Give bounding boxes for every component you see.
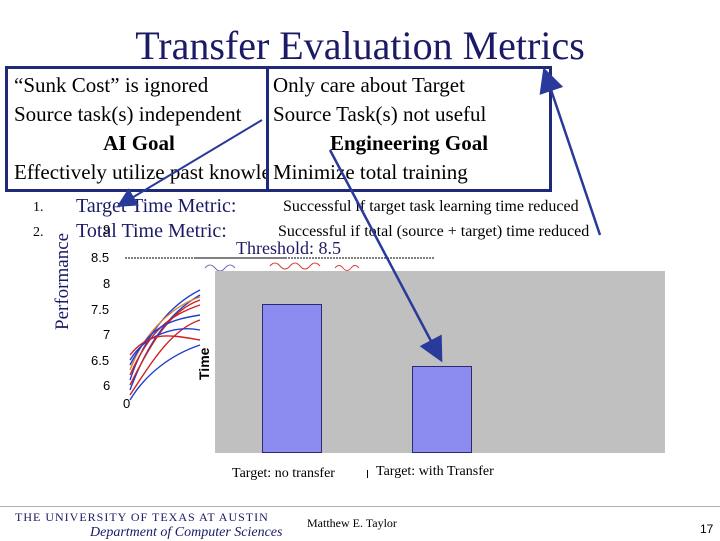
- engineering-goal-box: Only care about Target Source Task(s) no…: [266, 66, 552, 192]
- metric-1-number: 1.: [33, 200, 44, 215]
- y-tick-label: 6.5: [91, 353, 110, 368]
- metric-2-number: 2.: [33, 225, 44, 240]
- y-tick-label: 9: [103, 222, 111, 237]
- learning-curves: [129, 289, 201, 401]
- threshold-squiggle: [334, 265, 360, 271]
- university-logo: THE UNIVERSITY OF TEXAS AT AUSTIN Depart…: [15, 510, 283, 541]
- ai-goal-description: Effectively utilize past knowledge: [14, 160, 273, 184]
- x-label-with-transfer: Target: with Transfer: [376, 464, 494, 479]
- only-target-text: Only care about Target: [273, 73, 465, 97]
- metric-2-name: Total Time Metric:: [76, 220, 227, 242]
- bar-with-transfer: [412, 366, 472, 453]
- x-zero-tick: 0: [123, 396, 131, 411]
- metric-1-name: Target Time Metric:: [76, 195, 237, 217]
- sunk-cost-text: “Sunk Cost” is ignored: [14, 73, 209, 97]
- engineering-goal-description: Minimize total training: [273, 160, 468, 184]
- x-axis-tick-mark: [367, 470, 368, 478]
- performance-axis-label: Performance: [52, 232, 73, 330]
- source-not-useful-text: Source Task(s) not useful: [273, 102, 487, 126]
- learning-curve: [129, 314, 201, 366]
- learning-curve: [129, 328, 201, 361]
- y-tick-label: 7: [103, 327, 111, 342]
- source-independent-text: Source task(s) independent: [14, 102, 242, 126]
- department-name: Department of Computer Sciences: [90, 525, 283, 540]
- learning-curve: [129, 299, 201, 386]
- ai-goal-box: “Sunk Cost” is ignored Source task(s) in…: [5, 66, 273, 192]
- slide-title: Transfer Evaluation Metrics: [135, 23, 585, 68]
- engineering-goal-heading: Engineering Goal: [329, 131, 489, 155]
- y-tick-label: 7.5: [91, 302, 110, 317]
- metric-1-description: Successful if target task learning time …: [283, 198, 579, 215]
- y-tick-label: 8.5: [91, 250, 110, 265]
- page-number: 17: [700, 522, 714, 536]
- threshold-label: Threshold: 8.5: [236, 238, 341, 258]
- y-tick-label: 6: [103, 378, 111, 393]
- author-name: Matthew E. Taylor: [307, 516, 397, 530]
- x-label-no-transfer: Target: no transfer: [232, 466, 335, 481]
- learning-curve: [129, 335, 201, 356]
- ai-goal-heading: AI Goal: [103, 131, 175, 155]
- university-name: THE UNIVERSITY OF TEXAS AT AUSTIN: [15, 510, 269, 524]
- learning-curve: [129, 344, 201, 401]
- learning-curve: [129, 296, 201, 371]
- y-tick-label: 8: [103, 276, 111, 291]
- bar-no-transfer: [262, 304, 322, 453]
- time-axis-label: Time: [196, 347, 212, 380]
- footer-divider: [0, 506, 720, 507]
- learning-curve: [129, 319, 201, 396]
- threshold-squiggle: [269, 262, 321, 270]
